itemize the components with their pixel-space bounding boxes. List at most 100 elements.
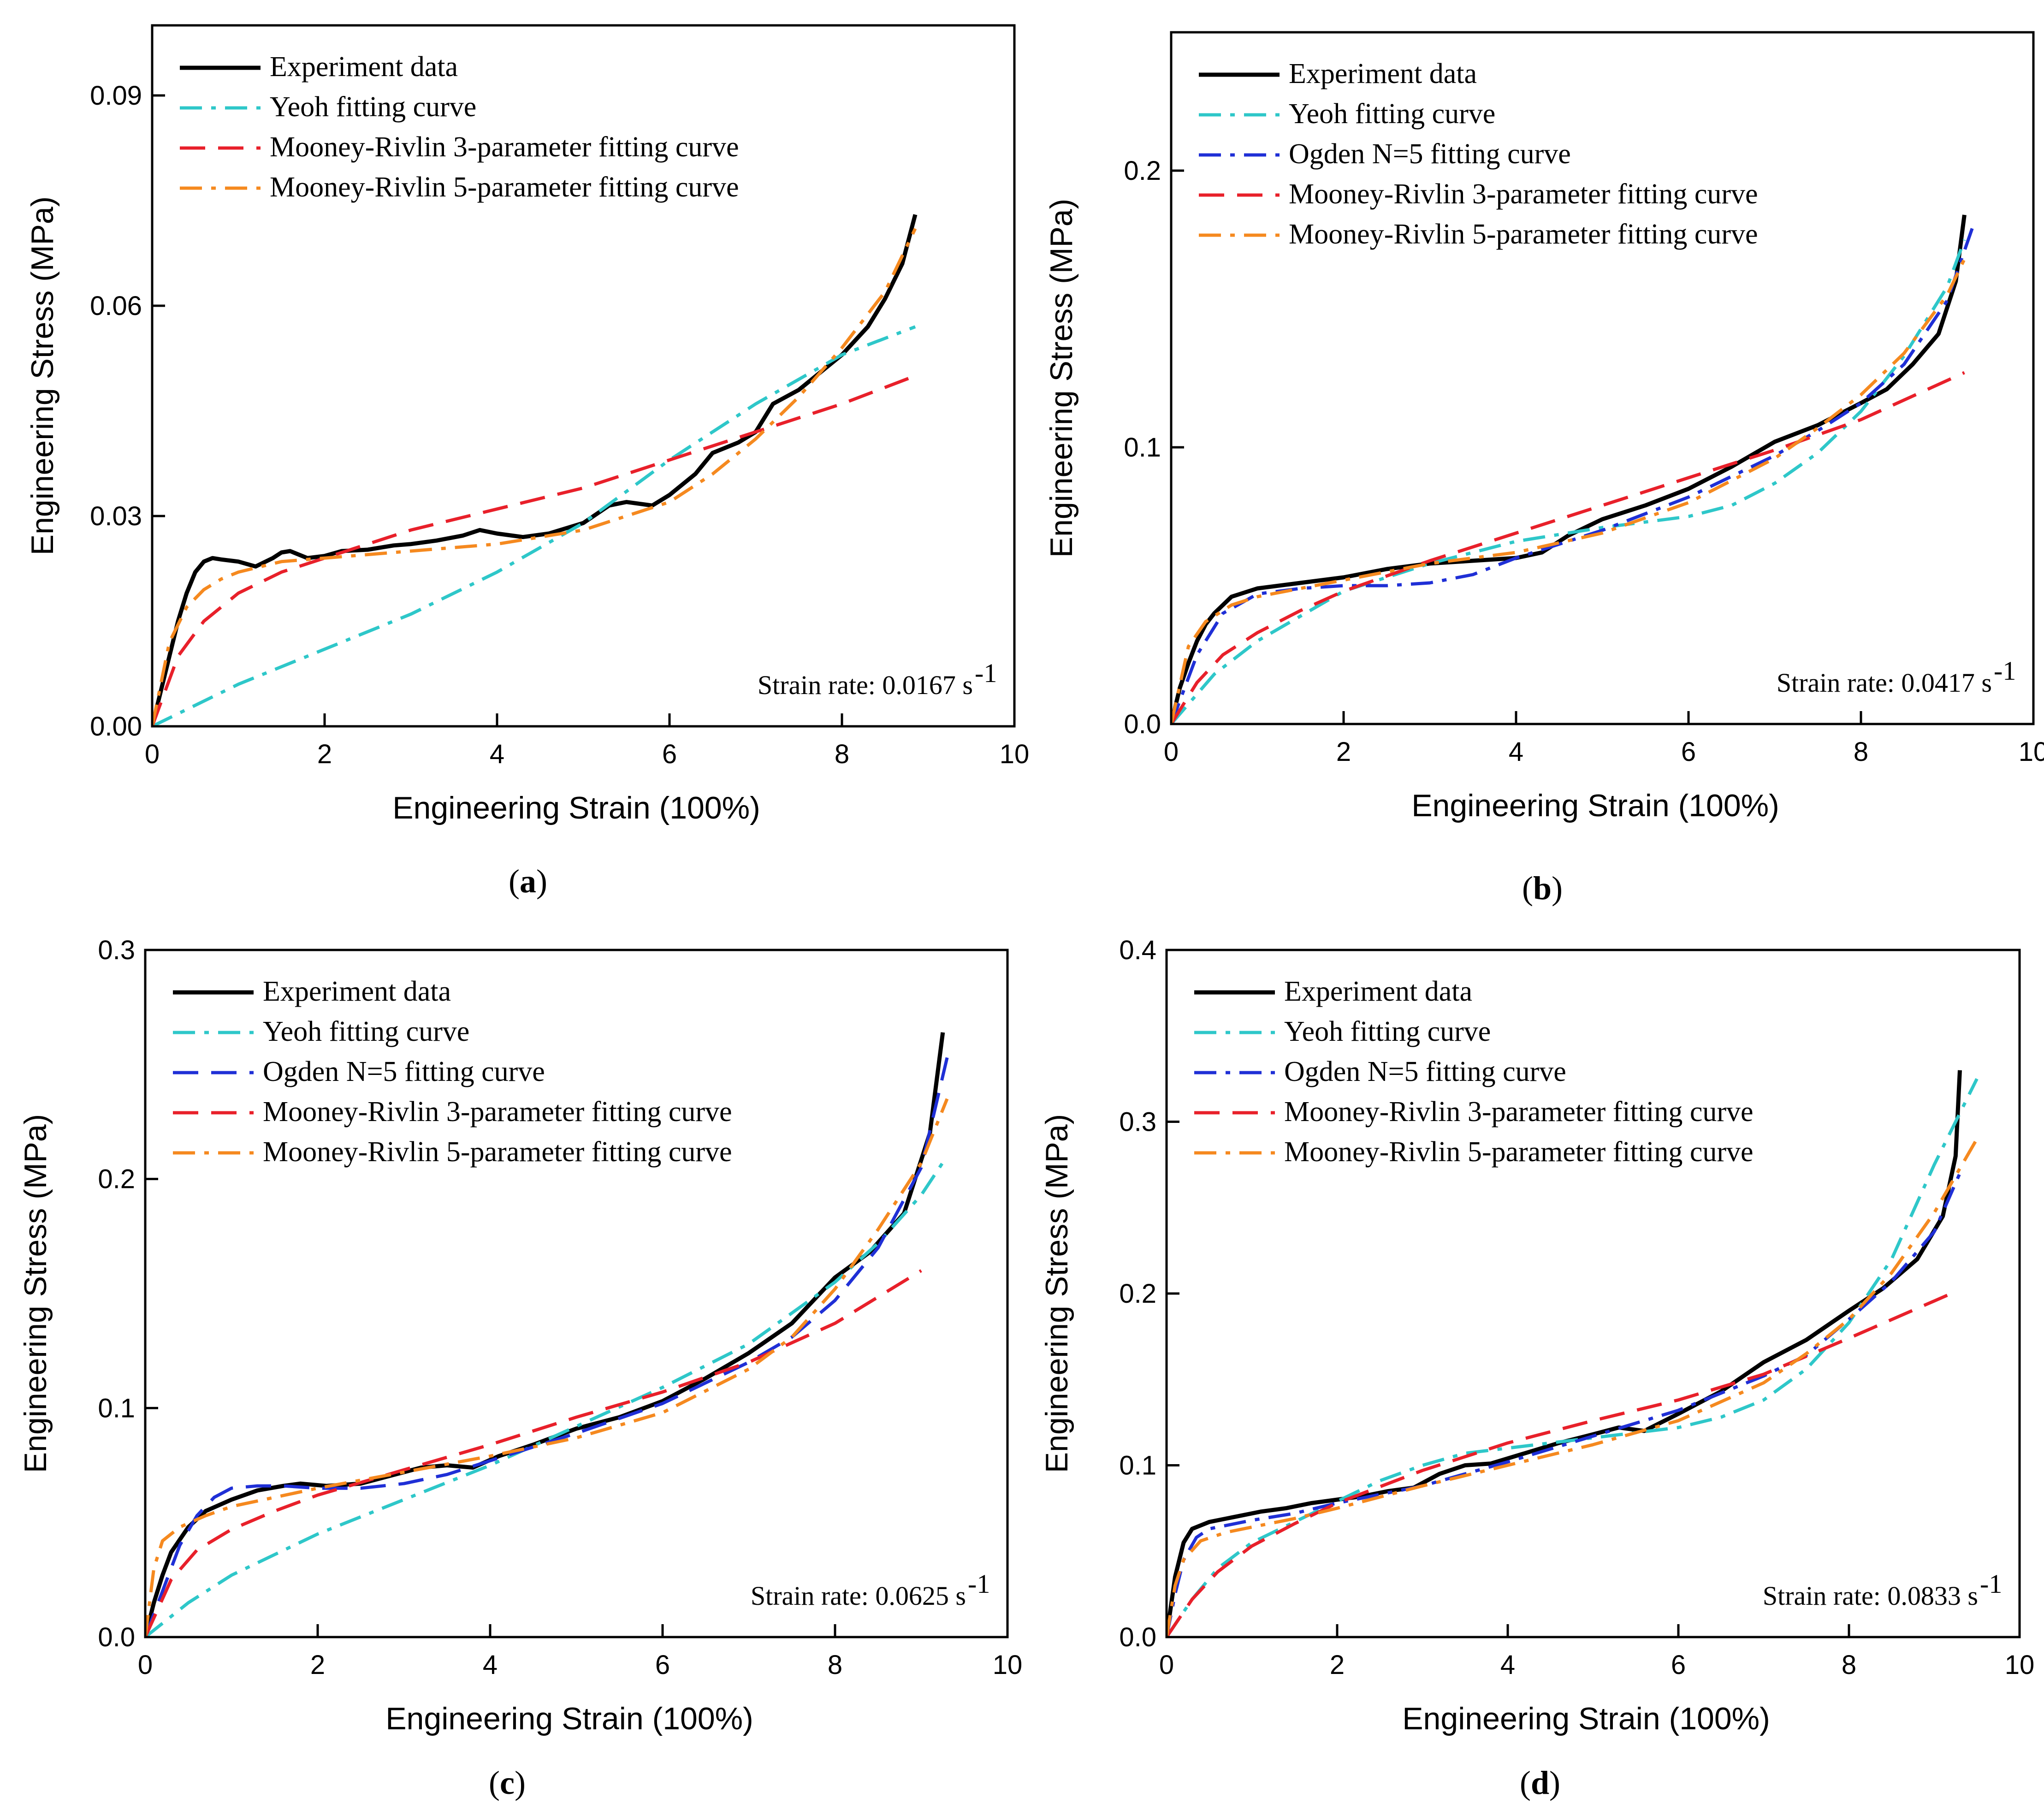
y-tick-label: 0.00 bbox=[90, 712, 142, 742]
x-tick-label: 4 bbox=[490, 739, 504, 769]
legend-entry: Ogden N=5 fitting curve bbox=[1289, 138, 1571, 170]
series-line-ogden-n-5-fitting-curve bbox=[145, 1057, 949, 1637]
series-line-yeoh-fitting-curve bbox=[145, 1155, 949, 1637]
x-tick-label: 4 bbox=[1500, 1650, 1515, 1680]
x-tick-label: 6 bbox=[1671, 1650, 1686, 1680]
y-tick-label: 0.3 bbox=[98, 935, 135, 965]
x-tick-label: 4 bbox=[1509, 737, 1523, 767]
y-tick-label: 0.1 bbox=[1124, 433, 1161, 463]
x-tick-label: 10 bbox=[993, 1650, 1023, 1680]
legend-entry: Mooney-Rivlin 3-parameter fitting curve bbox=[270, 131, 739, 163]
panel-b: 0 2 4 6 8 10 0.0 0.1 0.2 Engineering Strain (100%… bbox=[1044, 31, 2044, 907]
strain-rate-unit-superscript: -1 bbox=[1980, 1569, 2002, 1599]
x-tick-label: 2 bbox=[310, 1650, 325, 1680]
plot-frame bbox=[1170, 31, 2035, 725]
series-line-ogden-n-5-fitting-curve bbox=[1171, 225, 1975, 724]
legend-entry: Experiment data bbox=[1289, 58, 1477, 89]
series-line-experiment-data bbox=[1171, 214, 1967, 724]
strain-rate-annotation: Strain rate: 0.0167 s bbox=[758, 670, 973, 700]
strain-rate-annotation: Strain rate: 0.0833 s bbox=[1763, 1581, 1978, 1611]
strain-rate-annotation: Strain rate: 0.0625 s bbox=[751, 1581, 966, 1611]
y-tick-label: 0.1 bbox=[98, 1393, 135, 1423]
strain-rate-unit-superscript: -1 bbox=[968, 1569, 990, 1599]
series-line-ogden-n-5-fitting-curve bbox=[1167, 1172, 1961, 1637]
legend-entry: Mooney-Rivlin 5-parameter fitting curve bbox=[1289, 219, 1758, 250]
x-tick-label: 8 bbox=[835, 739, 849, 769]
y-tick-label: 0.0 bbox=[1124, 709, 1161, 739]
x-tick-label: 8 bbox=[1854, 737, 1868, 767]
y-tick-label: 0.0 bbox=[98, 1622, 135, 1652]
legend-entry: Experiment data bbox=[263, 976, 451, 1007]
legend-entry: Mooney-Rivlin 5-parameter fitting curve bbox=[263, 1136, 732, 1168]
legend-entry: Mooney-Rivlin 5-parameter fitting curve bbox=[1284, 1136, 1754, 1168]
x-tick-label: 8 bbox=[828, 1650, 842, 1680]
panel-caption: (a) bbox=[509, 863, 547, 900]
panel-caption: (b) bbox=[1522, 870, 1563, 907]
series-line-experiment-data bbox=[1167, 1070, 1962, 1637]
series-line-mooney-rivlin-3-parameter-fitting-curve bbox=[1171, 371, 1965, 724]
y-tick-label: 0.4 bbox=[1119, 935, 1156, 965]
legend-entry: Ogden N=5 fitting curve bbox=[263, 1056, 545, 1087]
y-tick-label: 0.3 bbox=[1119, 1107, 1156, 1137]
x-tick-label: 4 bbox=[483, 1650, 498, 1680]
y-tick-label: 0.2 bbox=[1119, 1279, 1156, 1309]
x-axis-label: Engineering Strain (100%) bbox=[1411, 788, 1779, 823]
x-tick-label: 8 bbox=[1842, 1650, 1856, 1680]
x-tick-label: 0 bbox=[1159, 1650, 1174, 1680]
x-tick-label: 0 bbox=[145, 739, 160, 769]
x-tick-label: 2 bbox=[317, 739, 332, 769]
plot-frame bbox=[144, 949, 1009, 1638]
series-line-yeoh-fitting-curve bbox=[1171, 239, 1966, 724]
plot-frame bbox=[1165, 949, 2021, 1638]
y-tick-label: 0.03 bbox=[90, 501, 142, 531]
x-tick-label: 2 bbox=[1336, 737, 1351, 767]
series-line-yeoh-fitting-curve bbox=[152, 325, 916, 726]
x-tick-label: 6 bbox=[662, 739, 677, 769]
y-tick-label: 0.1 bbox=[1119, 1451, 1156, 1481]
series-line-mooney-rivlin-5-parameter-fitting-curve bbox=[1171, 258, 1966, 724]
x-tick-label: 10 bbox=[2005, 1650, 2035, 1680]
x-tick-label: 0 bbox=[1164, 737, 1179, 767]
legend-entry: Yeoh fitting curve bbox=[1289, 98, 1495, 130]
series-line-mooney-rivlin-5-parameter-fitting-curve bbox=[1167, 1138, 1979, 1637]
x-tick-label: 2 bbox=[1330, 1650, 1345, 1680]
y-tick-label: 0.2 bbox=[98, 1164, 135, 1194]
x-tick-label: 10 bbox=[1000, 739, 1030, 769]
series-line-mooney-rivlin-3-parameter-fitting-curve bbox=[1167, 1292, 1952, 1637]
series-line-yeoh-fitting-curve bbox=[1167, 1078, 1979, 1637]
panel-caption: (d) bbox=[1520, 1764, 1560, 1801]
legend-entry: Yeoh fitting curve bbox=[270, 91, 476, 123]
series-line-mooney-rivlin-3-parameter-fitting-curve bbox=[152, 374, 916, 726]
x-axis-label: Engineering Strain (100%) bbox=[1402, 1701, 1770, 1736]
panel-caption: (c) bbox=[489, 1764, 526, 1801]
legend-entry: Mooney-Rivlin 3-parameter fitting curve bbox=[1284, 1096, 1754, 1128]
legend-entry: Mooney-Rivlin 3-parameter fitting curve bbox=[263, 1096, 732, 1128]
y-tick-label: 0.06 bbox=[90, 291, 142, 321]
x-tick-label: 10 bbox=[2019, 737, 2044, 767]
x-tick-label: 0 bbox=[138, 1650, 153, 1680]
panel-c: 0 2 4 6 8 10 0.0 0.1 0.2 0.3 Engineering Strain (1… bbox=[18, 935, 1022, 1801]
y-axis-label: Engineering Stress (MPa) bbox=[25, 196, 60, 556]
legend-entry: Mooney-Rivlin 3-parameter fitting curve bbox=[1289, 178, 1758, 210]
series-line-mooney-rivlin-5-parameter-fitting-curve bbox=[145, 1098, 949, 1637]
legend-entry: Yeoh fitting curve bbox=[1284, 1016, 1491, 1047]
legend-entry: Mooney-Rivlin 5-parameter fitting curve bbox=[270, 172, 739, 203]
series-line-mooney-rivlin-3-parameter-fitting-curve bbox=[145, 1269, 922, 1637]
y-axis-label: Engineering Stress (MPa) bbox=[1039, 1114, 1074, 1473]
y-axis-label: Engineering Stress (MPa) bbox=[1044, 199, 1079, 558]
x-axis-label: Engineering Strain (100%) bbox=[385, 1701, 753, 1736]
legend-entry: Experiment data bbox=[1284, 976, 1472, 1007]
strain-rate-unit-superscript: -1 bbox=[975, 658, 997, 688]
series-line-mooney-rivlin-5-parameter-fitting-curve bbox=[152, 228, 917, 726]
y-tick-label: 0.2 bbox=[1124, 156, 1161, 186]
y-tick-label: 0.09 bbox=[90, 81, 142, 111]
y-tick-label: 0.0 bbox=[1119, 1622, 1156, 1652]
y-axis-label: Engineering Stress (MPa) bbox=[18, 1114, 53, 1473]
legend-entry: Experiment data bbox=[270, 51, 458, 83]
x-axis-label: Engineering Strain (100%) bbox=[392, 790, 760, 825]
panel-d: 0 2 4 6 8 10 0.0 0.1 0.2 0.3 0.4 Engineering Strain… bbox=[1039, 935, 2034, 1801]
strain-rate-annotation: Strain rate: 0.0417 s bbox=[1777, 668, 1992, 698]
legend-entry: Ogden N=5 fitting curve bbox=[1284, 1056, 1566, 1087]
strain-rate-unit-superscript: -1 bbox=[1994, 656, 2016, 686]
